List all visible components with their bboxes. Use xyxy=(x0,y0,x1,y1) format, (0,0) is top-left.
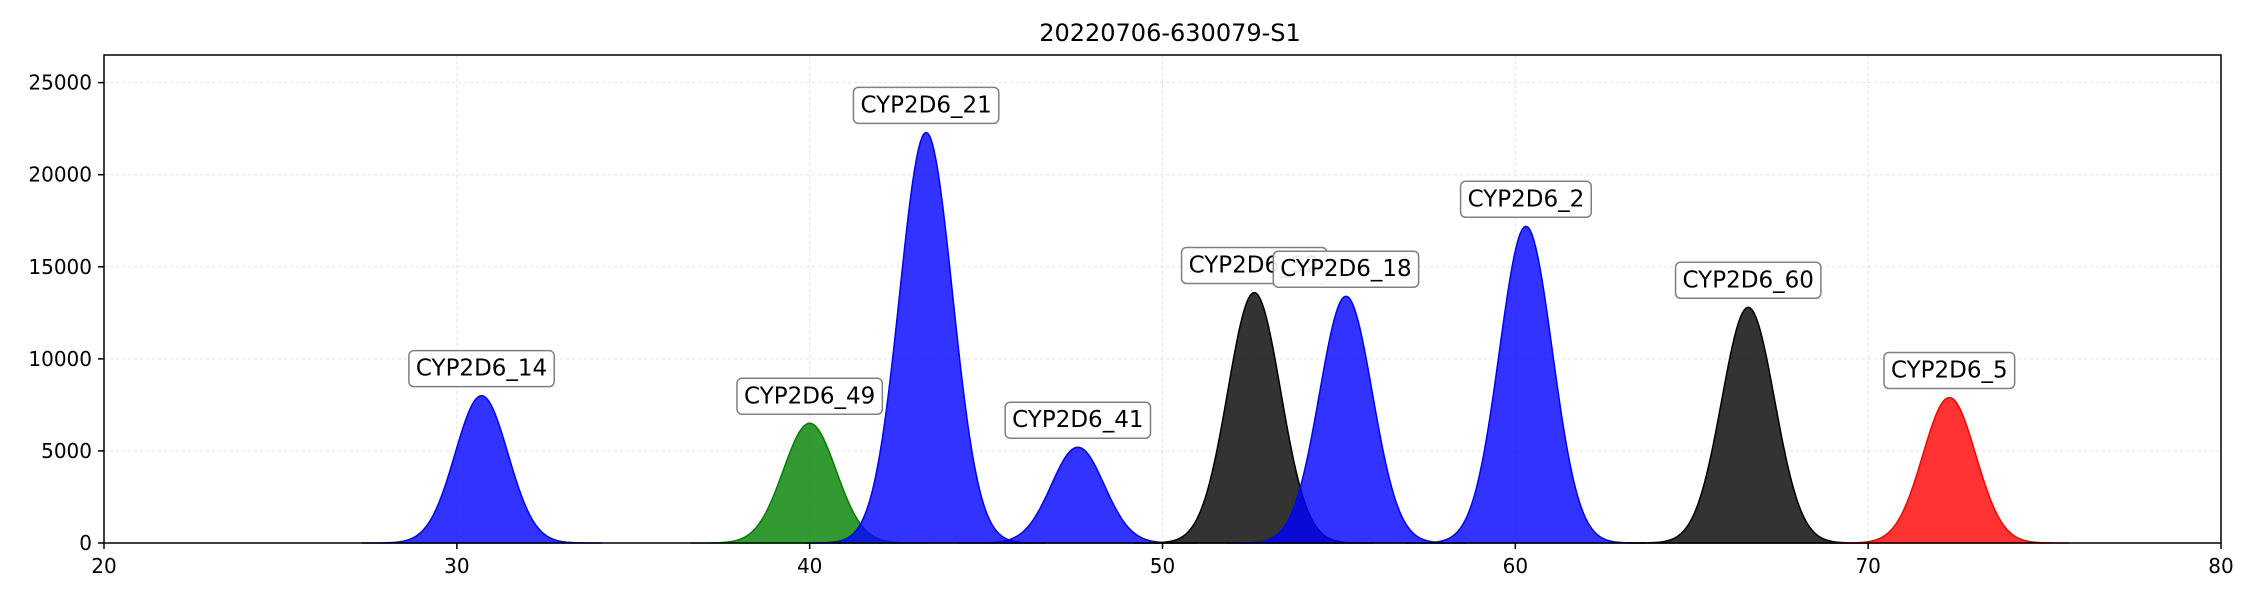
peak-label-box xyxy=(408,349,555,388)
y-tick-label: 15000 xyxy=(28,255,92,279)
x-tick-label: 30 xyxy=(444,554,469,578)
peak-label-text: CYP2D6_21 xyxy=(860,92,991,118)
peak-label-text: CYP2D6_49 xyxy=(744,383,875,409)
peak-label-text: CYP2D6_18 xyxy=(1280,256,1411,282)
peak-cyp2d6-18 xyxy=(1226,295,1466,544)
peak-label-box xyxy=(736,377,884,416)
chart-title: 20220706-630079-S1 xyxy=(1039,19,1301,47)
peak-labels: CYP2D6_14 CYP2D6_49 CYP2D6_21 CYP2D6_41 CYP2… xyxy=(408,86,2016,439)
peak-label: CYP2D6_41 xyxy=(1004,401,1152,439)
x-tick-label: 80 xyxy=(2208,554,2233,578)
peak-label: CYP2D6_14 xyxy=(408,349,555,388)
peak-cyp2d6-14 xyxy=(361,394,602,544)
y-tick-label: 0 xyxy=(79,531,92,555)
peak-label-box xyxy=(1272,250,1420,288)
y-tick-label: 20000 xyxy=(28,163,92,187)
axes: 20 30 40 50 60 70 80 0 5000 10000 15000 20000 25000 xyxy=(28,71,2233,578)
peak-label-box xyxy=(1674,261,1822,300)
peak-label: CYP2D6_49 xyxy=(736,377,884,416)
peak-label-text: CYP2D6_5 xyxy=(1891,358,2008,384)
peak-cyp2d6-2 xyxy=(1406,225,1646,544)
peak-label-box xyxy=(1459,180,1593,219)
peak-label-box xyxy=(1883,351,2016,390)
y-tick-label: 25000 xyxy=(28,71,92,95)
peak-label: CYP2D6_18 xyxy=(1272,250,1420,288)
peak-cyp2d6-60 xyxy=(1628,306,1869,544)
x-tick-label: 60 xyxy=(1503,554,1528,578)
peak-label-text: CYP2D6_2 xyxy=(1468,186,1585,212)
peak-label-text: CYP2D6_60 xyxy=(1683,267,1814,293)
peak-label-text: CYP2D6_41 xyxy=(1012,407,1143,433)
grid xyxy=(103,55,2222,544)
x-tick-label: 50 xyxy=(1150,554,1175,578)
peak-label-text: CYP2D6_14 xyxy=(416,356,547,382)
x-tick-label: 20 xyxy=(91,554,116,578)
peaks xyxy=(361,131,2070,544)
peak-label: CYP2D6_21 xyxy=(852,86,1000,125)
peak-label: CYP2D6_60 xyxy=(1674,261,1822,300)
peak-cyp2d6-21 xyxy=(806,131,1046,544)
peak-label-box xyxy=(852,86,1000,125)
x-tick-label: 70 xyxy=(1855,554,1880,578)
y-tick-label: 10000 xyxy=(28,347,92,371)
peak-label: CYP2D6_5 xyxy=(1883,351,2016,390)
peak-label: CYP2D6_2 xyxy=(1459,180,1593,219)
y-tick-label: 5000 xyxy=(41,439,92,463)
x-tick-label: 40 xyxy=(797,554,822,578)
peak-cyp2d6-5 xyxy=(1829,396,2070,544)
peak-label-box xyxy=(1004,401,1152,439)
